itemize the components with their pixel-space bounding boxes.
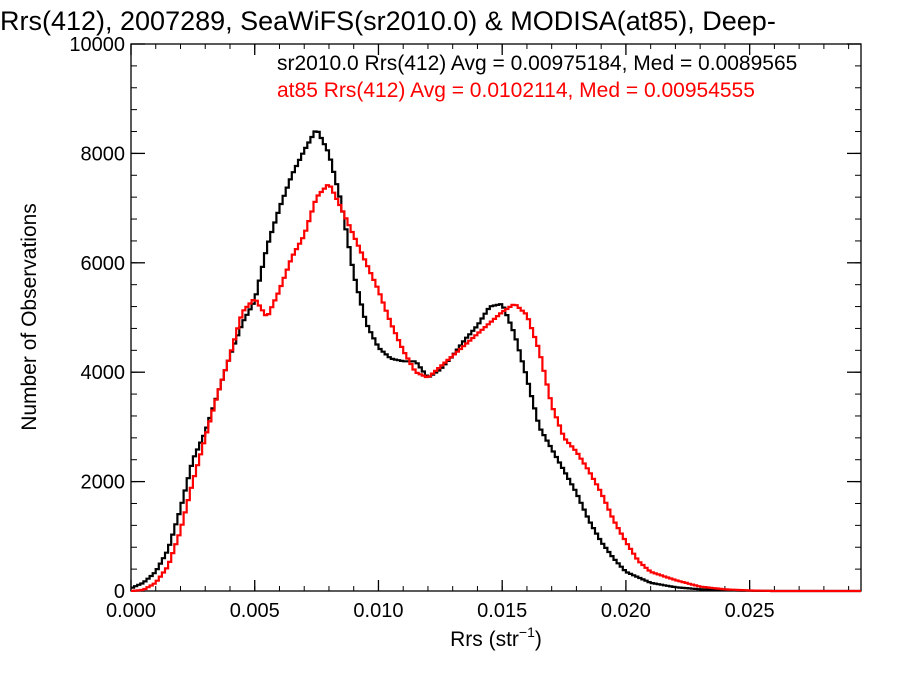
x-tick-label: 0.025 (725, 600, 775, 622)
y-tick-label: 0 (114, 581, 125, 603)
y-tick-label: 2000 (81, 472, 126, 494)
y-axis-label: Number of Observations (18, 203, 41, 431)
x-tick-label: 0.010 (353, 600, 403, 622)
x-tick-label: 0.000 (106, 600, 156, 622)
chart-title: Rrs(412), 2007289, SeaWiFS(sr2010.0) & M… (0, 6, 776, 36)
x-tick-label: 0.020 (601, 600, 651, 622)
y-tick-label: 8000 (81, 143, 126, 165)
series-line-at85 (131, 184, 861, 593)
legend-entry-at85: at85 Rrs(412) Avg = 0.0102114, Med = 0.0… (277, 79, 755, 102)
y-tick-label: 6000 (81, 253, 126, 275)
x-axis-label-main: Rrs (str (450, 628, 519, 651)
x-axis-label-superscript: −1 (519, 624, 535, 640)
x-axis: 0.000 0.005 0.010 0.015 0.020 0.025 (106, 44, 850, 622)
y-tick-label: 10000 (69, 34, 125, 56)
series-line-sr2010-0 (131, 130, 861, 593)
y-axis: 0 2000 4000 6000 8000 10000 (69, 34, 861, 603)
plot-frame (130, 43, 862, 592)
x-tick-label: 0.015 (477, 600, 527, 622)
x-axis-label: Rrs (str−1) (450, 624, 542, 651)
y-tick-label: 4000 (81, 362, 126, 384)
x-tick-label: 0.005 (230, 600, 280, 622)
series-layer (131, 130, 861, 593)
x-axis-label-close: ) (535, 628, 542, 651)
legend-entry-sr2010: sr2010.0 Rrs(412) Avg = 0.00975184, Med … (277, 52, 797, 75)
